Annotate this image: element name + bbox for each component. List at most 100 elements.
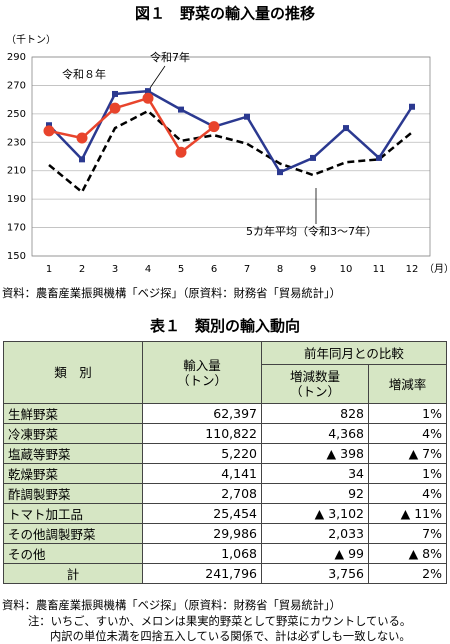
note: 注：いちご、すいか、メロンは果実的野菜として野菜にカウントしている。 bbox=[28, 615, 412, 628]
row-label: その他調製野菜 bbox=[3, 523, 143, 544]
x-tick-label: 1 bbox=[46, 264, 52, 275]
x-tick-label: 4 bbox=[145, 264, 151, 275]
row-label: 冷凍野菜 bbox=[3, 423, 143, 444]
series-line bbox=[48, 109, 413, 194]
header-comparison: 前年同月との比較 bbox=[261, 341, 447, 365]
x-tick-label: 5 bbox=[178, 264, 184, 275]
y-tick-label: 270 bbox=[7, 80, 26, 91]
table: 類 別 輸入量 （トン） 前年同月との比較 増減数量 （トン） 増減率 生鮮野菜 62… bbox=[3, 341, 447, 584]
cell: 4,141 bbox=[142, 463, 262, 484]
marker bbox=[208, 121, 220, 133]
marker bbox=[244, 113, 250, 120]
series-line bbox=[48, 96, 215, 155]
x-tick-label: 7 bbox=[244, 264, 250, 275]
cell: 1,068 bbox=[142, 543, 262, 564]
table-row: その他 1,068 ▲ 99 ▲ 8% bbox=[3, 543, 447, 564]
marker bbox=[409, 103, 415, 110]
y-tick-label: 230 bbox=[7, 137, 26, 148]
table-row: 冷凍野菜 110,822 4,368 4% bbox=[3, 423, 447, 444]
x-tick-label: 2 bbox=[79, 264, 85, 275]
x-tick-label: 10 bbox=[340, 264, 353, 275]
marker bbox=[145, 88, 151, 95]
cell: 2,033 bbox=[261, 523, 369, 544]
table-title: 表１ 類別の輸入動向 bbox=[149, 317, 300, 335]
cell: 3,756 bbox=[261, 563, 369, 584]
series-label: 5カ年平均（令和3～7年） bbox=[246, 224, 377, 238]
marker bbox=[277, 169, 283, 176]
y-tick-label: 210 bbox=[7, 166, 26, 177]
header-change: 増減数量 （トン） bbox=[261, 364, 369, 404]
x-tick-label: 12 bbox=[406, 264, 419, 275]
cell: 34 bbox=[261, 463, 369, 484]
header-line: （トン） bbox=[289, 384, 340, 399]
y-tick-label: 290 bbox=[7, 52, 26, 63]
cell: 7% bbox=[368, 523, 447, 544]
cell: ▲ 3,102 bbox=[261, 503, 369, 524]
cell: 4,368 bbox=[261, 423, 369, 444]
cell: 92 bbox=[261, 483, 369, 504]
header-category: 類 別 bbox=[3, 341, 143, 404]
table-row: 計 241,796 3,756 2% bbox=[3, 563, 447, 584]
cell: 25,454 bbox=[142, 503, 262, 524]
cell: 4% bbox=[368, 483, 447, 504]
cell: 828 bbox=[261, 403, 369, 424]
cell: ▲ 11% bbox=[368, 503, 447, 524]
source: 資料：農畜産業振興機構「ベジ探」（原資料：財務省「貿易統計」） bbox=[2, 286, 341, 300]
header-imports: 輸入量 （トン） bbox=[142, 341, 262, 404]
cell: ▲ 8% bbox=[368, 543, 447, 564]
table-row: その他調製野菜 29,986 2,033 7% bbox=[3, 523, 447, 544]
marker bbox=[76, 132, 88, 144]
x-tick-label: 11 bbox=[373, 264, 386, 275]
table-row: 酢調製野菜 2,708 92 4% bbox=[3, 483, 447, 504]
y-tick-label: 150 bbox=[7, 251, 26, 262]
header-line: （トン） bbox=[176, 372, 227, 388]
y-tick-label: 170 bbox=[7, 223, 26, 234]
y-axis-label: （千トン） bbox=[6, 34, 56, 46]
row-label: その他 bbox=[3, 543, 143, 564]
table-row: 塩蔵等野菜 5,220 ▲ 398 ▲ 7% bbox=[3, 443, 447, 464]
marker bbox=[343, 125, 349, 132]
chart: 図１ 野菜の輸入量の推移 （千トン） （月） 資料：農畜産業振興機構「ベジ探」（… bbox=[2, 5, 450, 301]
cell: 2,708 bbox=[142, 483, 262, 504]
header-line: 増減数量 bbox=[289, 369, 340, 384]
header-rate: 増減率 bbox=[368, 364, 447, 404]
marker bbox=[142, 92, 154, 104]
x-tick-label: 6 bbox=[211, 264, 217, 275]
x-tick-label: 8 bbox=[277, 264, 283, 275]
cell: 4% bbox=[368, 423, 447, 444]
table-row: 生鮮野菜 62,397 828 1% bbox=[3, 403, 447, 424]
x-axis-label: （月） bbox=[424, 263, 450, 275]
cell: 2% bbox=[368, 563, 447, 584]
cell: ▲ 99 bbox=[261, 543, 369, 564]
note: 資料：農畜産業振興機構「ベジ探」（原資料：財務省「貿易統計」） bbox=[2, 599, 341, 612]
cell: 29,986 bbox=[142, 523, 262, 544]
series-label: 令和８年 bbox=[62, 67, 106, 81]
cell: 1% bbox=[368, 403, 447, 424]
cell: ▲ 7% bbox=[368, 443, 447, 464]
chart-title: 図１ 野菜の輸入量の推移 bbox=[135, 5, 315, 23]
marker bbox=[376, 154, 382, 161]
cell: ▲ 398 bbox=[261, 443, 369, 464]
marker bbox=[175, 146, 187, 158]
note: 内訳の単位未満を四捨五入している関係で、計は必ずしも一致しない。 bbox=[50, 630, 411, 643]
cell: 1% bbox=[368, 463, 447, 484]
leader-line bbox=[149, 65, 166, 89]
row-label: トマト加工品 bbox=[3, 503, 143, 524]
table-row: 乾燥野菜 4,141 34 1% bbox=[3, 463, 447, 484]
y-tick-label: 190 bbox=[7, 194, 26, 205]
cell: 5,220 bbox=[142, 443, 262, 464]
row-label: 塩蔵等野菜 bbox=[3, 443, 143, 464]
series-label: 令和7年 bbox=[150, 50, 190, 64]
series-line bbox=[48, 89, 414, 174]
plot-frame bbox=[31, 56, 431, 257]
cell: 110,822 bbox=[142, 423, 262, 444]
cell: 241,796 bbox=[142, 563, 262, 584]
y-tick-label: 250 bbox=[7, 109, 26, 120]
marker bbox=[310, 154, 316, 161]
table-row: トマト加工品 25,454 ▲ 3,102 ▲ 11% bbox=[3, 503, 447, 524]
cell: 62,397 bbox=[142, 403, 262, 424]
marker bbox=[112, 90, 118, 97]
row-label: 酢調製野菜 bbox=[3, 483, 143, 504]
marker bbox=[79, 156, 85, 163]
